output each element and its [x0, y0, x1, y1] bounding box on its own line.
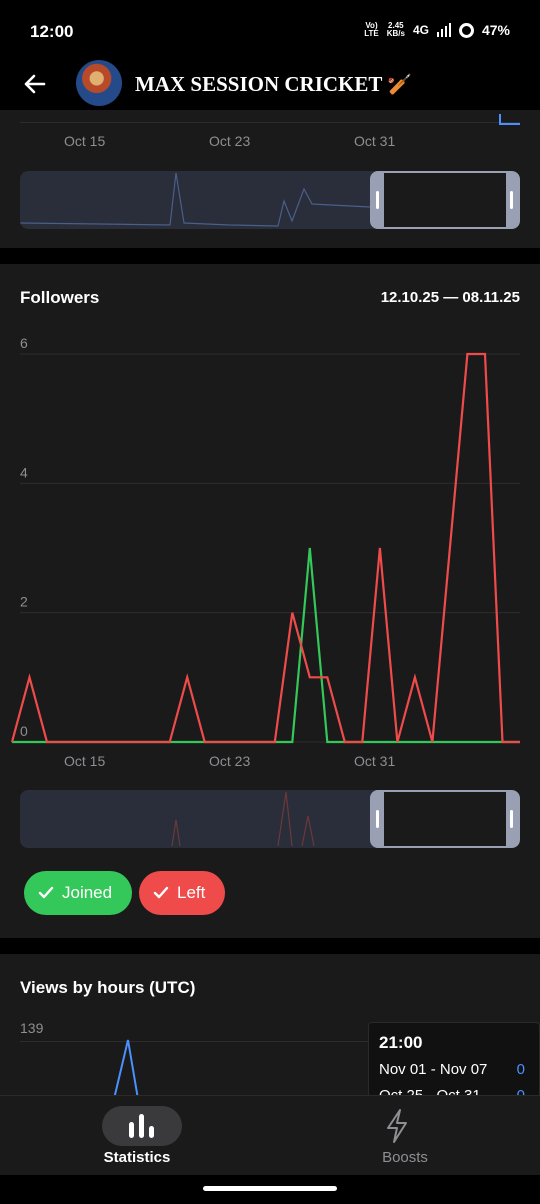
volte-indicator: Vo) LTE [364, 21, 379, 38]
tab-statistics-label: Statistics [103, 1149, 171, 1166]
y-tick-label: 0 [20, 723, 28, 739]
battery-percent: 47% [481, 22, 510, 38]
home-indicator [203, 1186, 337, 1191]
channel-title[interactable]: MAX SESSION CRICKET 🏏 [135, 72, 413, 96]
joined-label: Joined [62, 883, 113, 902]
tooltip-row-label: Nov 01 - Nov 07 [379, 1061, 488, 1078]
views-series-line [113, 1039, 139, 1099]
battery-icon [458, 22, 474, 38]
x-tick: Oct 31 [354, 133, 396, 149]
x-tick: Oct 23 [209, 753, 251, 769]
lightning-icon [387, 1109, 407, 1143]
channel-avatar[interactable] [76, 60, 122, 106]
navigator-right-handle[interactable] [510, 810, 513, 828]
followers-date-range: 12.10.25 — 08.11.25 [380, 289, 520, 306]
check-icon [153, 886, 169, 899]
tooltip-row-value: 0 [516, 1087, 525, 1099]
joined-toggle[interactable]: Joined [24, 871, 132, 915]
tab-statistics[interactable]: Statistics [0, 1096, 270, 1176]
followers-panel: Followers 12.10.25 — 08.11.25 0 2 4 6 Oct 1… [0, 264, 540, 938]
status-indicators: Vo) LTE 2.45 KB/s 4G 47% [364, 21, 510, 39]
x-tick: Oct 15 [64, 133, 106, 149]
views-chart[interactable] [0, 954, 540, 1099]
range-navigator[interactable] [20, 171, 520, 229]
network-type: 4G [412, 23, 429, 37]
signal-icon [436, 23, 451, 37]
statistics-icon [129, 1114, 154, 1138]
check-icon [38, 886, 54, 899]
left-label: Left [177, 883, 206, 902]
series-line-joined [12, 547, 520, 744]
grid-line [20, 1041, 520, 1042]
y-tick-label: 2 [20, 594, 28, 610]
followers-title: Followers [20, 288, 100, 307]
tab-boosts-label: Boosts [382, 1149, 428, 1166]
navigator-left-handle[interactable] [376, 191, 379, 209]
series-line-left [10, 352, 520, 744]
range-navigator[interactable] [20, 790, 520, 848]
chart-line-tail [499, 114, 520, 125]
y-tick-label: 6 [20, 335, 28, 351]
x-tick: Oct 23 [209, 133, 251, 149]
views-tooltip: 21:00 Nov 01 - Nov 07 0 Oct 25 - Oct 31 … [368, 1022, 540, 1099]
network-speed: 2.45 KB/s [386, 21, 405, 38]
channel-header: MAX SESSION CRICKET 🏏 [0, 60, 540, 110]
navigator-right-handle[interactable] [510, 191, 513, 209]
followers-chart[interactable]: 0 2 4 6 [0, 324, 540, 764]
tooltip-time: 21:00 [379, 1033, 423, 1052]
back-arrow-icon[interactable] [18, 67, 52, 101]
status-bar: 12:00 Vo) LTE 2.45 KB/s 4G 47% [0, 0, 540, 60]
bottom-tab-bar: Statistics Boosts [0, 1095, 540, 1175]
y-tick-label: 4 [20, 464, 28, 480]
navigator-left-handle[interactable] [376, 810, 379, 828]
navigator-window[interactable] [370, 171, 520, 229]
left-toggle[interactable]: Left [139, 871, 225, 915]
previous-chart-panel: Oct 15 Oct 23 Oct 31 [0, 110, 540, 248]
views-by-hours-panel: Views by hours (UTC) 139 21:00 Nov 01 - … [0, 954, 540, 1099]
y-tick: 139 [20, 1020, 44, 1036]
views-by-hours-title: Views by hours (UTC) [20, 978, 196, 997]
navigator-window[interactable] [370, 790, 520, 848]
grid-line [20, 122, 520, 123]
x-tick: Oct 15 [64, 753, 106, 769]
cricket-bat-icon: 🏏 [387, 74, 413, 96]
tooltip-row-value: 0 [516, 1061, 525, 1078]
tab-boosts[interactable]: Boosts [270, 1096, 540, 1176]
status-time: 12:00 [30, 22, 74, 41]
x-tick: Oct 31 [354, 753, 396, 769]
